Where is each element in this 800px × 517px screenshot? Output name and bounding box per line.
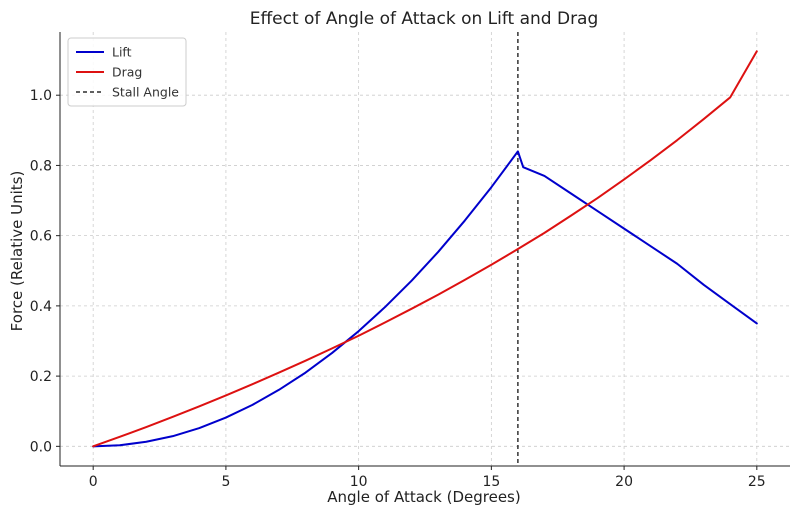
legend: Lift Drag Stall Angle <box>67 37 187 107</box>
x-tick-label-0: 0 <box>89 474 98 490</box>
y-tick-label-0: 0.0 <box>30 439 52 455</box>
y-tick-label-3: 0.6 <box>30 229 52 245</box>
x-tick-label-1: 5 <box>221 474 230 490</box>
legend-label-lift: Lift <box>112 45 132 60</box>
y-tick-label-2: 0.4 <box>30 299 52 315</box>
lift-line <box>92 150 758 448</box>
tick-labels: 0 5 10 15 20 25 0.0 0.2 0.4 0.6 0.8 1.0 <box>30 88 766 490</box>
grid <box>60 32 790 466</box>
series-lines <box>92 50 758 448</box>
y-tick-label-5: 1.0 <box>30 88 52 104</box>
y-axis-title: Force (Relative Units) <box>8 171 26 332</box>
drag-line <box>92 50 758 448</box>
x-tick-label-4: 20 <box>615 474 633 490</box>
legend-box <box>67 37 187 107</box>
y-tick-label-1: 0.2 <box>30 369 52 385</box>
legend-label-stall-angle: Stall Angle <box>112 85 179 100</box>
x-tick-label-5: 25 <box>748 474 766 490</box>
chart-title: Effect of Angle of Attack on Lift and Dr… <box>250 9 599 29</box>
x-tick-label-3: 15 <box>482 474 500 490</box>
legend-label-drag: Drag <box>112 65 142 80</box>
axes <box>56 32 790 470</box>
y-tick-label-4: 0.8 <box>30 158 52 174</box>
x-axis-title: Angle of Attack (Degrees) <box>327 488 520 506</box>
x-tick-label-2: 10 <box>350 474 368 490</box>
